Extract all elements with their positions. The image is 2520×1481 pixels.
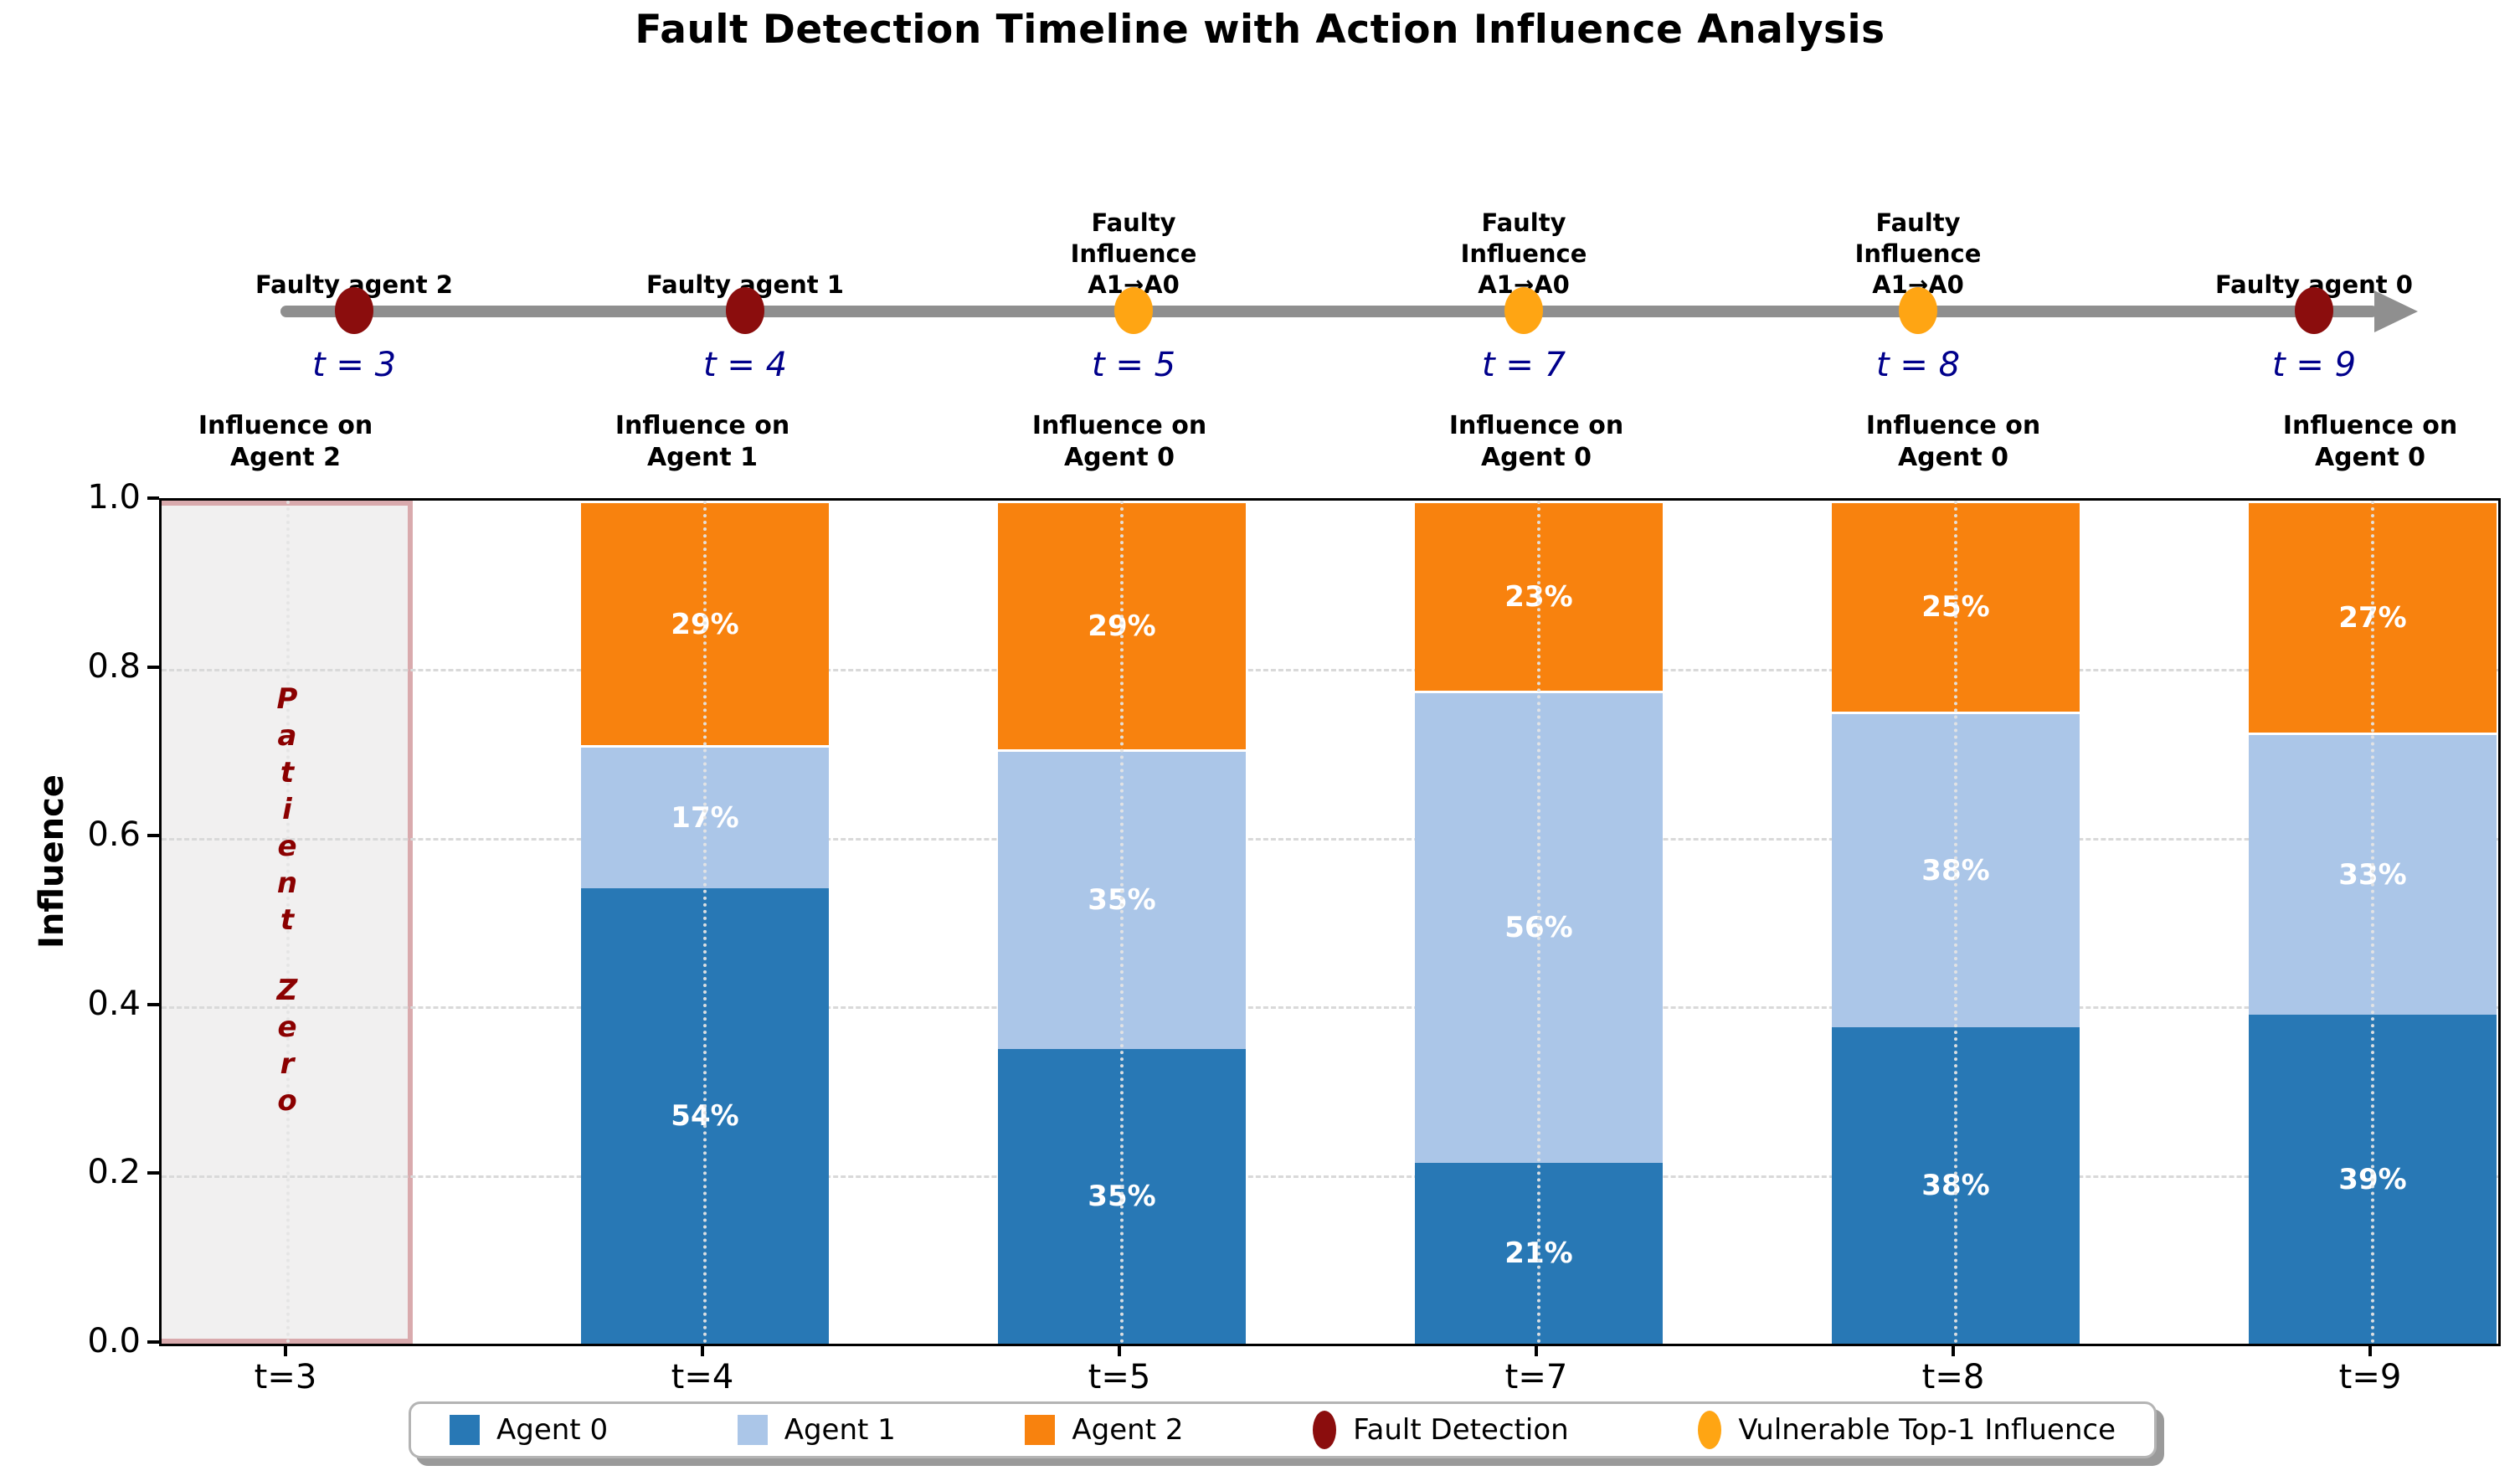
vulnerable-influence-marker-icon xyxy=(1114,287,1153,334)
timeline-event-t7: Faulty Influence A1→A0 t = 7 xyxy=(1381,172,1666,398)
column-center-dotted-line xyxy=(703,501,707,1344)
fault-detection-marker-icon xyxy=(1313,1411,1337,1449)
patient-zero-word: P a t i e n t xyxy=(276,682,298,937)
timeline-event-t3: Faulty agent 2 t = 3 xyxy=(212,172,496,398)
time-label: t = 8 xyxy=(1875,346,1961,384)
patient-zero-word: Z e r o xyxy=(276,974,298,1118)
y-tick-label: 0.4 xyxy=(87,985,141,1023)
y-tick-label: 0.2 xyxy=(87,1153,141,1191)
patient-zero-annotation: P a t i e n t Z e r o xyxy=(162,681,413,1119)
gridline-0.4 xyxy=(162,1006,2498,1009)
x-tick xyxy=(284,1345,287,1356)
x-tick-label: t=7 xyxy=(1504,1358,1568,1396)
plot-area: 54% 17% 29% 35% 35% 29% 21% 56% 23% 38% … xyxy=(159,498,2501,1346)
y-tick-label: 1.0 xyxy=(87,478,141,517)
vulnerable-influence-marker-icon xyxy=(1899,287,1937,334)
column-center-dotted-line xyxy=(2371,501,2374,1344)
x-tick-label: t=8 xyxy=(1921,1358,1985,1396)
legend-item-vulnerable-influence: Vulnerable Top-1 Influence xyxy=(1698,1411,2116,1449)
x-tick xyxy=(701,1345,704,1356)
timeline-event-t4: Faulty agent 1 t = 4 xyxy=(603,172,887,398)
time-label: t = 5 xyxy=(1091,346,1176,384)
legend: Agent 0 Agent 1 Agent 2 Fault Detection … xyxy=(409,1401,2157,1458)
gridline-0.8 xyxy=(162,669,2498,671)
event-label: Faulty agent 2 xyxy=(255,270,453,299)
gridline-0.6 xyxy=(162,838,2498,841)
x-tick xyxy=(1952,1345,1955,1356)
time-label: t = 7 xyxy=(1481,346,1566,384)
legend-item-agent2: Agent 2 xyxy=(1025,1413,1183,1447)
legend-item-agent1: Agent 1 xyxy=(737,1413,896,1447)
y-tick xyxy=(147,1340,159,1344)
time-label: t = 9 xyxy=(2271,346,2357,384)
vulnerable-influence-marker-icon xyxy=(1504,287,1543,334)
agent2-swatch-icon xyxy=(1025,1415,1056,1445)
timeline-arrowhead-icon xyxy=(2374,291,2418,332)
legend-item-fault-detection: Fault Detection xyxy=(1313,1411,1569,1449)
y-tick xyxy=(147,496,159,500)
x-tick-label: t=5 xyxy=(1088,1358,1151,1396)
time-label: t = 4 xyxy=(702,346,788,384)
column-header-t8: Influence on Agent 0 xyxy=(1865,411,2041,472)
y-tick-label: 0.0 xyxy=(87,1322,141,1360)
column-header-t5: Influence on Agent 0 xyxy=(1031,411,1207,472)
column-header-t9: Influence on Agent 0 xyxy=(2282,411,2458,472)
column-center-dotted-line xyxy=(1954,501,1957,1344)
x-tick xyxy=(1535,1345,1538,1356)
legend-label: Agent 0 xyxy=(496,1413,609,1447)
timeline-event-t9: Faulty agent 0 t = 9 xyxy=(2172,172,2456,398)
fault-detection-marker-icon xyxy=(2295,287,2333,334)
legend-label: Agent 2 xyxy=(1072,1413,1184,1447)
fault-detection-marker-icon xyxy=(335,287,373,334)
fault-detection-marker-icon xyxy=(726,287,764,334)
event-label: Faulty agent 1 xyxy=(646,270,844,299)
timeline-axis-line xyxy=(280,306,2378,317)
x-tick xyxy=(1118,1345,1121,1356)
column-header-t4: Influence on Agent 1 xyxy=(615,411,790,472)
time-label: t = 3 xyxy=(311,346,397,384)
legend-item-agent0: Agent 0 xyxy=(450,1413,608,1447)
column-center-dotted-line xyxy=(1537,501,1540,1344)
column-header-t3: Influence on Agent 2 xyxy=(198,411,373,472)
agent1-swatch-icon xyxy=(737,1415,768,1445)
legend-label: Fault Detection xyxy=(1353,1413,1569,1447)
event-label: Faulty Influence A1→A0 xyxy=(1854,208,1982,299)
event-label: Faulty Influence A1→A0 xyxy=(1460,208,1587,299)
y-tick xyxy=(147,666,159,669)
agent0-swatch-icon xyxy=(450,1415,480,1445)
legend-label: Agent 1 xyxy=(784,1413,896,1447)
y-tick-label: 0.8 xyxy=(87,647,141,686)
y-tick xyxy=(147,834,159,837)
column-center-dotted-line xyxy=(286,501,290,1344)
legend-label: Vulnerable Top-1 Influence xyxy=(1738,1413,2116,1447)
y-tick-label: 0.6 xyxy=(87,815,141,854)
timeline-event-t5: Faulty Influence A1→A0 t = 5 xyxy=(991,172,1276,398)
x-tick xyxy=(2368,1345,2372,1356)
chart-title: Fault Detection Timeline with Action Inf… xyxy=(635,7,1885,53)
x-tick-label: t=4 xyxy=(671,1358,734,1396)
timeline-event-t8: Faulty Influence A1→A0 t = 8 xyxy=(1776,172,2060,398)
gridline-0.2 xyxy=(162,1175,2498,1178)
y-tick xyxy=(147,1171,159,1175)
vulnerable-influence-marker-icon xyxy=(1698,1411,1722,1449)
y-tick xyxy=(147,1003,159,1006)
x-tick-label: t=3 xyxy=(254,1358,317,1396)
column-center-dotted-line xyxy=(1120,501,1124,1344)
x-tick-label: t=9 xyxy=(2338,1358,2402,1396)
column-header-t7: Influence on Agent 0 xyxy=(1448,411,1624,472)
